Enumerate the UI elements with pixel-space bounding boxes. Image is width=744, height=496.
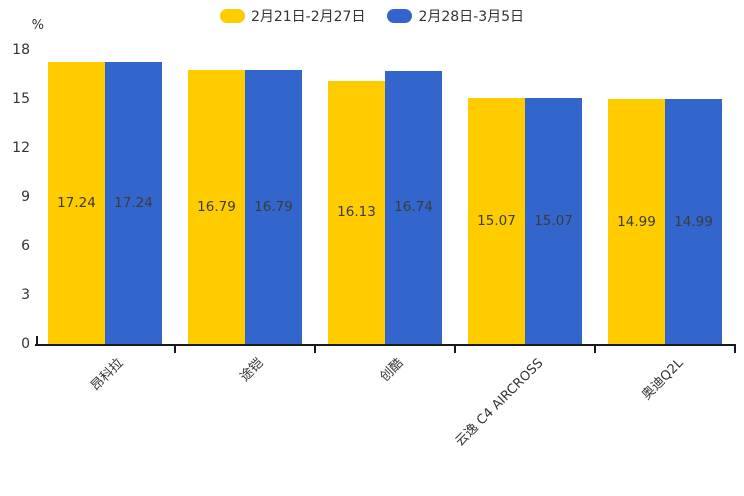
bar-value-label: 17.24: [57, 195, 96, 212]
bar-value-label: 16.74: [394, 199, 433, 216]
y-tick-label: 15: [12, 91, 30, 107]
bar-series-2-途铠[interactable]: 16.79: [245, 69, 302, 344]
bar-series-2-昂科拉[interactable]: 17.24: [105, 62, 162, 344]
bar-value-label: 16.79: [254, 198, 293, 215]
y-tick-label: 6: [21, 238, 30, 254]
y-axis: 0 3 6 9 12 15 18: [0, 0, 30, 360]
bar-value-label: 14.99: [617, 213, 656, 230]
bar-series-1-途铠[interactable]: 16.79: [188, 69, 245, 344]
x-axis-category-label: 云逸 C4 AIRCROSS: [452, 355, 547, 450]
x-axis-category-label: 途铠: [237, 355, 267, 385]
x-axis-category-label: 创酷: [377, 355, 407, 385]
y-tick-label: 9: [21, 189, 30, 205]
bar-series-1-昂科拉[interactable]: 17.24: [48, 62, 105, 344]
legend-label: 2月28日-3月5日: [418, 9, 525, 25]
y-axis-stub: [36, 336, 38, 344]
x-axis-tick: [174, 346, 176, 353]
bar-value-label: 15.07: [477, 212, 516, 229]
legend: 2月21日-2月27日 2月28日-3月5日: [0, 6, 744, 26]
bar-series-1-奥迪Q2L[interactable]: 14.99: [608, 99, 665, 344]
x-axis-tick: [314, 346, 316, 353]
y-tick-label: 12: [12, 140, 30, 156]
bar-value-label: 17.24: [114, 195, 153, 212]
bar-value-label: 16.13: [337, 204, 376, 221]
x-axis-tick: [594, 346, 596, 353]
x-axis-tick: [454, 346, 456, 353]
legend-item-series-1[interactable]: 2月21日-2月27日: [219, 6, 366, 26]
y-tick-label: 18: [12, 42, 30, 58]
plot-area: 17.24 17.24 16.79 16.79 16.13 16.74 15.07 15.07…: [35, 50, 735, 344]
y-axis-unit-label: %: [31, 18, 44, 33]
x-axis-labels: 昂科拉 途铠 创酷 云逸 C4 AIRCROSS 奥迪Q2L: [35, 344, 735, 496]
x-axis-category-label: 昂科拉: [88, 355, 127, 395]
bar-value-label: 14.99: [674, 213, 713, 230]
bar-series-2-奥迪Q2L[interactable]: 14.99: [665, 99, 722, 344]
bar-series-1-创酷[interactable]: 16.13: [328, 80, 385, 344]
bar-value-label: 15.07: [534, 212, 573, 229]
legend-item-series-2[interactable]: 2月28日-3月5日: [387, 6, 524, 26]
bar-series-2-云逸 C4 AIRCROSS[interactable]: 15.07: [525, 97, 582, 344]
y-tick-label: 3: [21, 287, 30, 303]
x-axis-line: [35, 344, 736, 346]
legend-swatch-icon: [219, 9, 245, 23]
bar-series-2-创酷[interactable]: 16.74: [385, 70, 442, 344]
x-axis-tick: [734, 346, 736, 353]
y-tick-label: 0: [21, 336, 30, 352]
x-axis-category-label: 奥迪Q2L: [639, 355, 687, 404]
bar-series-1-云逸 C4 AIRCROSS[interactable]: 15.07: [468, 97, 525, 344]
legend-label: 2月21日-2月27日: [250, 9, 366, 25]
legend-swatch-icon: [387, 9, 413, 23]
bar-value-label: 16.79: [197, 198, 236, 215]
